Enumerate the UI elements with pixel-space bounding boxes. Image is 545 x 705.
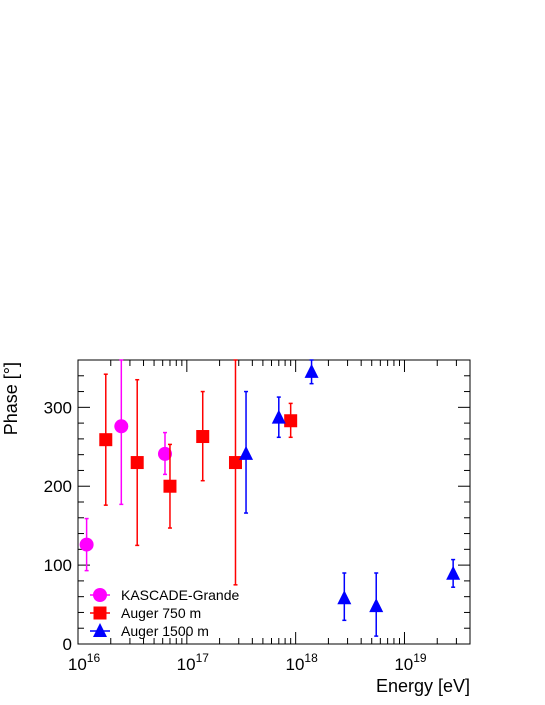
data-point [163,479,177,493]
data-point [284,414,298,428]
data-point [114,419,129,434]
series-0 [79,359,172,572]
legend-label: Auger 750 m [121,605,201,621]
legend-entry: Auger 750 m [90,605,201,621]
data-point [130,456,144,470]
data-point [79,537,94,552]
y-tick-label: 100 [44,556,72,575]
y-tick-label: 300 [44,398,72,417]
legend-label: KASCADE-Grande [121,587,239,603]
data-point [228,456,242,470]
data-point [337,590,352,605]
legend-marker [93,606,107,620]
data-point [446,565,461,580]
data-point [239,445,254,460]
series-2 [239,359,461,637]
legend-label: Auger 1500 m [121,623,209,639]
y-axis-title: Phase [°] [1,362,21,435]
legend-marker [93,588,107,602]
series-1 [99,359,298,586]
legend: KASCADE-Grande Auger 750 m Auger 1500 m [90,587,239,639]
x-axis-title: Energy [eV] [376,676,470,696]
data-point [369,598,384,613]
data-point [304,363,319,378]
y-tick-label: 0 [63,635,72,654]
data-point [99,433,113,447]
x-tick-label: 1019 [394,651,427,674]
legend-entry: KASCADE-Grande [90,587,239,603]
data-point [196,430,210,444]
axes: 1016 1017 1018 1019 0 100 200 300 [44,359,471,674]
x-tick-label: 1018 [286,651,319,674]
legend-marker [93,623,107,637]
data-point [157,446,172,461]
x-tick-label: 1016 [68,651,101,674]
data-point [271,409,286,424]
x-tick-label: 1017 [177,651,210,674]
legend-entry: Auger 1500 m [90,623,209,639]
y-tick-label: 200 [44,477,72,496]
plot-marks [79,359,461,637]
